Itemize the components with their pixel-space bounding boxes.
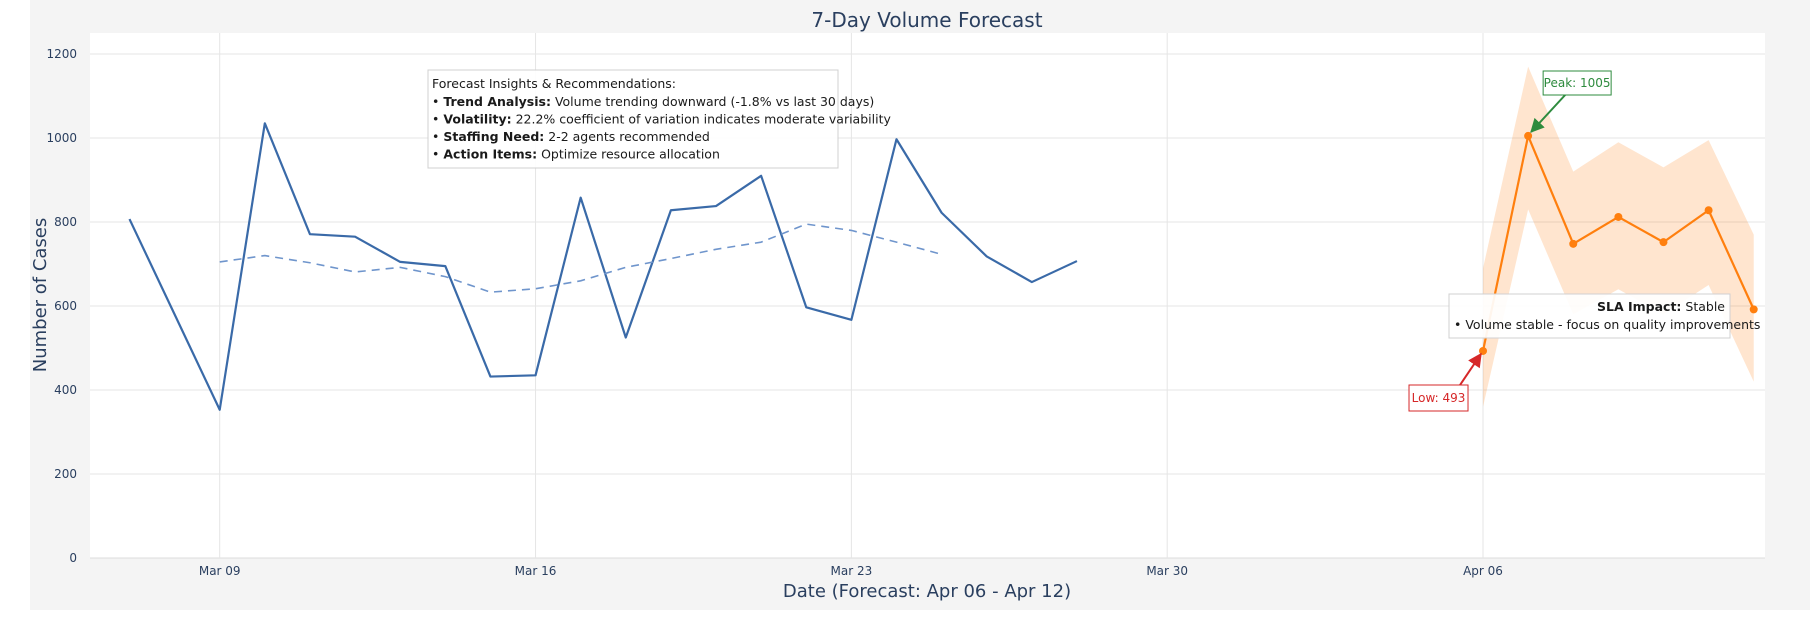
insights-item-label: Volatility: [443, 112, 511, 127]
sla-impact: SLA Impact: Stable [1597, 299, 1725, 314]
forecast-point [1524, 131, 1533, 140]
annotations: Forecast Insights & Recommendations: • Tr… [427, 69, 1760, 412]
y-tick-label: 400 [54, 383, 77, 397]
forecast-point [1569, 239, 1578, 248]
forecast-point [1614, 212, 1623, 221]
series-lines [128, 122, 1758, 411]
insights-item: • Staffing Need: 2-2 agents recommended [432, 129, 710, 144]
insights-item-text: Optimize resource allocation [537, 147, 720, 162]
insights-item-text: 22.2% coefficient of variation indicates… [512, 112, 892, 127]
insights-item: • Trend Analysis: Volume trending downwa… [432, 94, 874, 109]
peak-label: Peak: 1005 [1544, 76, 1611, 90]
low-arrow [1459, 352, 1482, 386]
forecast-point [1749, 305, 1758, 314]
insights-item-label: Trend Analysis: [443, 94, 551, 109]
confidence-band [1483, 66, 1754, 407]
x-tick-label: Mar 16 [515, 564, 557, 578]
insights-box [427, 69, 839, 169]
insights-heading: Forecast Insights & Recommendations: [432, 76, 676, 91]
peak-arrow [1530, 94, 1566, 133]
insights-item-text: 2-2 agents recommended [544, 129, 710, 144]
insights-bullet: • [432, 129, 443, 144]
x-axis-title: Date (Forecast: Apr 06 - Apr 12) [783, 581, 1071, 602]
low-label: Low: 493 [1412, 391, 1466, 405]
y-tick-label: 1200 [46, 47, 77, 61]
y-tick-label: 0 [69, 551, 77, 565]
sla-note: • Volume stable - focus on quality impro… [1454, 317, 1760, 332]
x-tick-label: Mar 23 [830, 564, 872, 578]
chart-title: 7-Day Volume Forecast [811, 8, 1042, 32]
y-axis-title: Number of Cases [30, 218, 51, 373]
historical-series-line [128, 122, 1078, 411]
insights-bullet: • [432, 94, 443, 109]
sla-impact-label: SLA Impact: [1597, 299, 1681, 314]
sla-box [1448, 293, 1731, 339]
confidence-band-area [1483, 66, 1754, 407]
insights-bullet: • [432, 112, 443, 127]
y-tick-label: 800 [54, 215, 77, 229]
axes: 0 200 400 600 800 1000 1200 Mar 09 Mar 16 Mar 23 M… [46, 47, 1502, 578]
insights-item: • Action Items: Optimize resource alloca… [432, 147, 720, 162]
y-tick-label: 200 [54, 467, 77, 481]
insights-item-text: Volume trending downward (-1.8% vs last … [551, 94, 874, 109]
x-tick-label: Mar 09 [199, 564, 241, 578]
x-tick-label: Mar 30 [1146, 564, 1188, 578]
low-label-box [1408, 384, 1469, 412]
forecast-point [1704, 206, 1713, 215]
x-tick-label: Apr 06 [1463, 564, 1503, 578]
insights-item-label: Staffing Need: [443, 129, 544, 144]
forecast-point [1659, 238, 1668, 247]
insights-item-label: Action Items: [443, 147, 537, 162]
y-tick-label: 1000 [46, 131, 77, 145]
insights-item: • Volatility: 22.2% coefficient of varia… [432, 112, 891, 127]
insights-bullet: • [432, 147, 443, 162]
y-tick-label: 600 [54, 299, 77, 313]
moving-average-series-line [219, 223, 942, 293]
sla-impact-value: Stable [1681, 299, 1725, 314]
peak-label-box [1542, 70, 1612, 96]
